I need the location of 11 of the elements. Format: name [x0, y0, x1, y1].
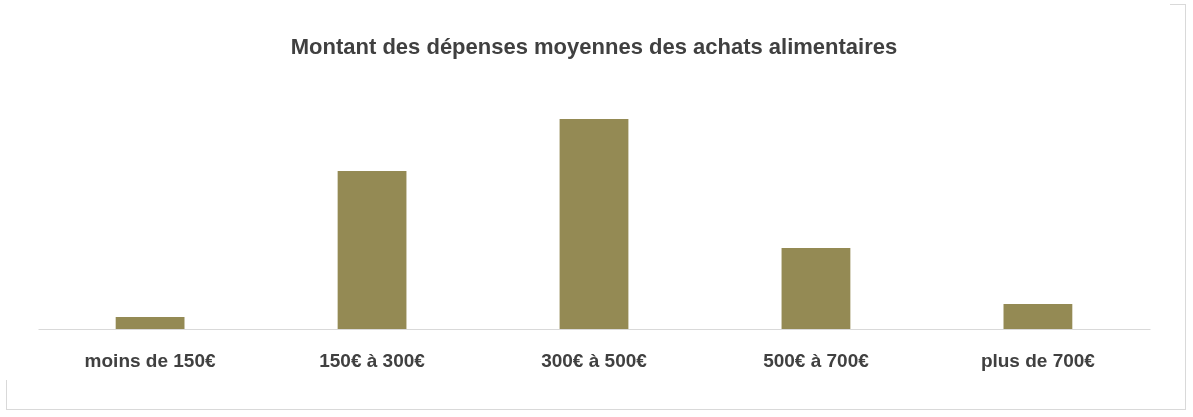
x-tick-label: 500€ à 700€: [763, 349, 870, 371]
bar: [559, 119, 629, 329]
bar: [781, 247, 851, 329]
x-tick-label: plus de 700€: [980, 349, 1096, 371]
bar: [337, 171, 407, 329]
chart-title: Montant des dépenses moyennes des achats alimentaires: [290, 34, 898, 59]
x-tick-label: 300€ à 500€: [541, 349, 648, 371]
bar: [1003, 304, 1073, 329]
x-tick-label: moins de 150€: [84, 349, 216, 371]
x-tick-label: 150€ à 300€: [319, 349, 426, 371]
bar: [115, 317, 185, 329]
